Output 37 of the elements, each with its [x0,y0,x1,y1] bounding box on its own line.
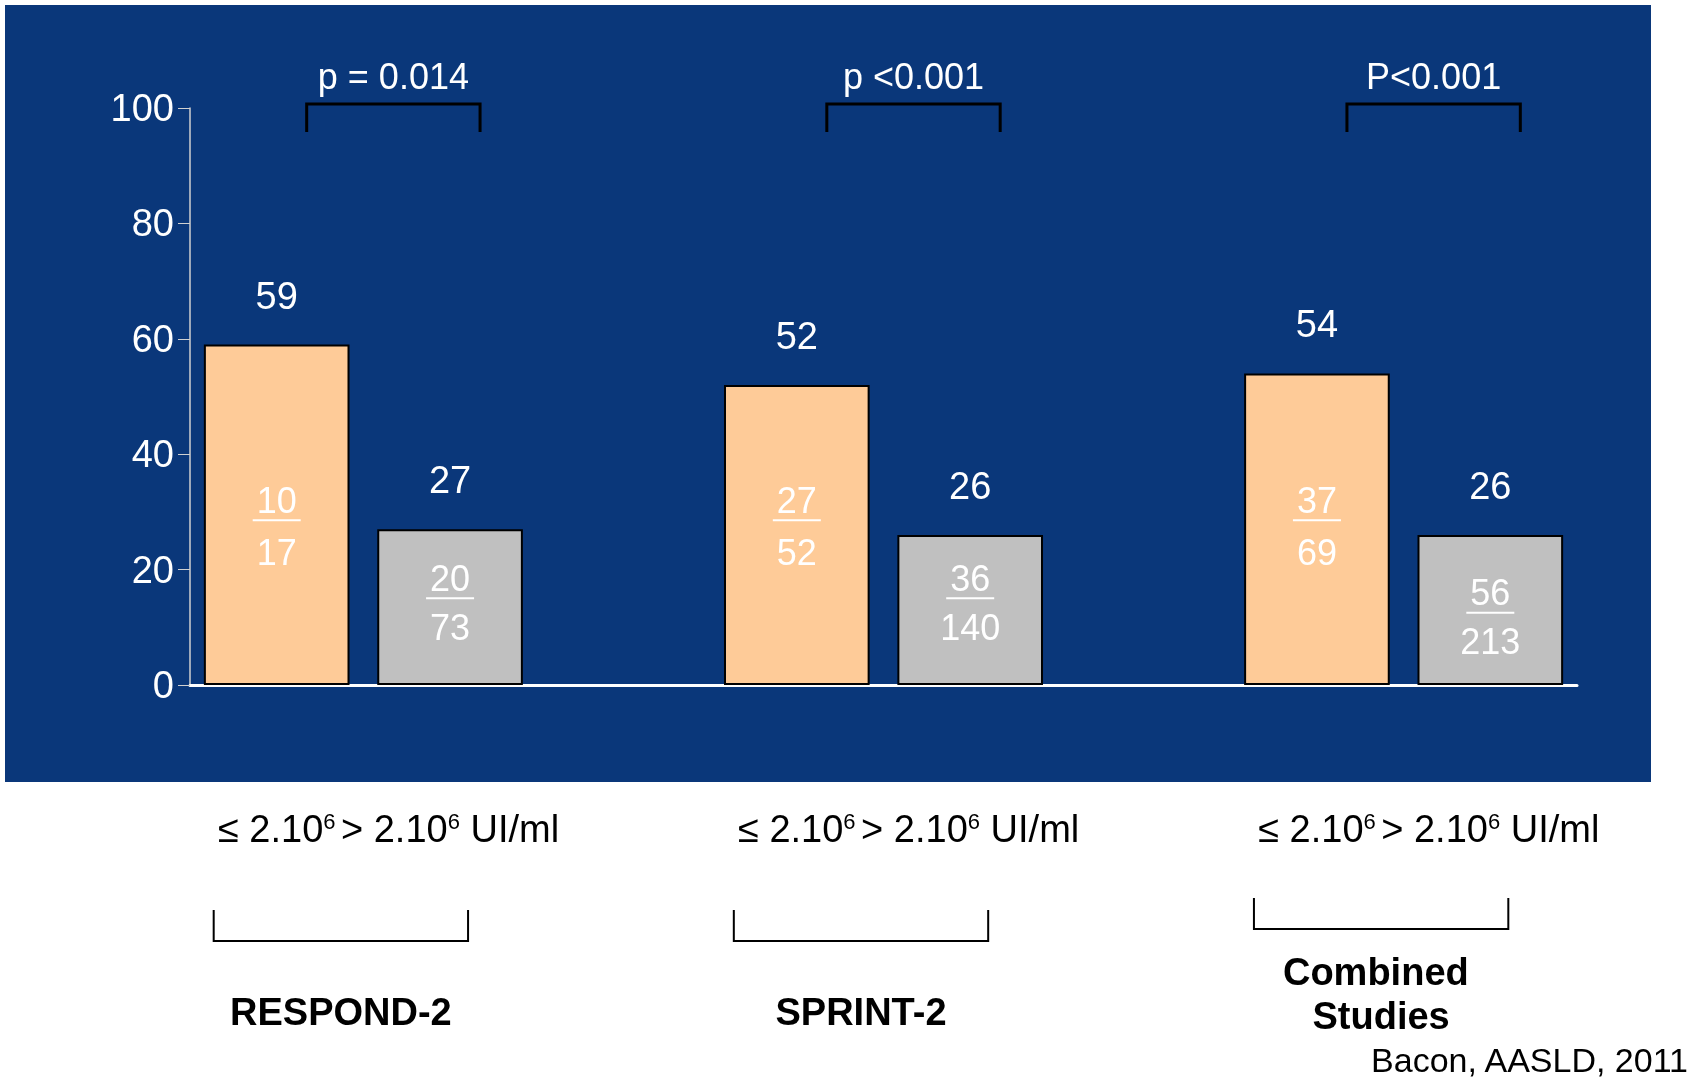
text: p = 0.014 [317,55,469,97]
annotation: 52 [775,314,818,357]
bar [724,384,870,685]
text: Bacon, AASLD, 2011 [1371,1041,1688,1079]
data-label: 54 [1295,303,1339,346]
bar [1244,373,1390,685]
annotation: 27 [776,479,817,521]
y-tick-label: 100 [110,87,174,129]
annotation: 73 [430,606,471,648]
y-tick-label: 80 [131,202,174,245]
y-tick-label: 0 [152,664,174,706]
text: SPRINT-2 [775,991,947,1033]
data-label: 52 [776,531,817,573]
annotation: 20 [430,557,471,599]
y-tick-label: 40 [131,433,174,476]
annotation: 213 [1460,621,1521,663]
annotation: 140 [940,606,1001,648]
bar [203,344,350,685]
text: p <0.001 [842,55,985,97]
data-label: 27 [428,459,472,502]
text: Combined Studies [1282,951,1480,1037]
y-tick-label: 60 [131,317,174,360]
bar [897,534,1044,685]
bar [1417,534,1564,685]
data-label: 26 [949,464,992,507]
bar [377,529,523,685]
y-tick-label: 20 [131,548,174,591]
data-label: 26 [1469,464,1512,507]
annotation: 10 [256,479,297,521]
text: P<0.001 [1366,55,1502,97]
annotation: 17 [256,531,297,573]
annotation: 69 [1296,531,1337,573]
annotation: 37 [1296,479,1337,521]
data-label: 59 [255,274,298,317]
annotation: 56 [1470,572,1511,614]
text: RESPOND-2 [230,991,452,1033]
annotation: 36 [950,557,991,599]
